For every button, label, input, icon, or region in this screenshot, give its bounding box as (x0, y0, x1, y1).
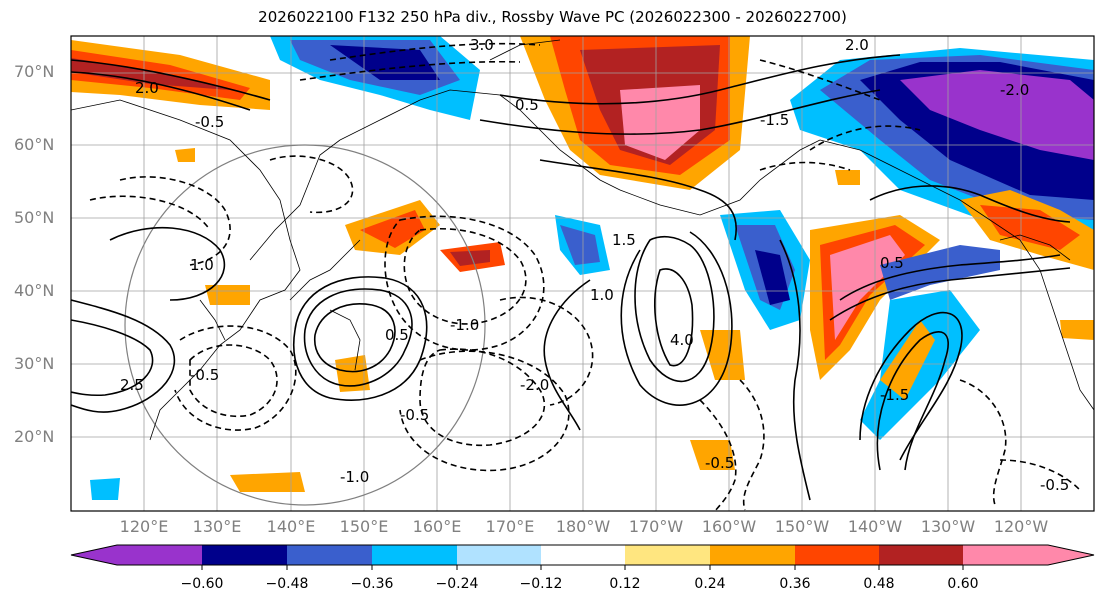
colorbar (70, 544, 1095, 570)
colorbar-cell (71, 545, 117, 565)
shading (71, 36, 1094, 500)
wave-packet-circle (124, 144, 486, 506)
contour-label: 3.0 (470, 36, 494, 54)
lat-label: 50°N (14, 208, 55, 227)
lat-label: 30°N (14, 354, 55, 373)
contour-label: 1.0 (590, 286, 614, 304)
lon-label: 180°W (555, 517, 611, 536)
lat-label: 40°N (14, 281, 55, 300)
contour-label: 1.5 (612, 231, 636, 249)
colorbar-outline (70, 544, 1095, 566)
lon-label: 160°W (701, 517, 757, 536)
lon-label: 120°E (119, 517, 169, 536)
contour-label: 1.0 (190, 256, 214, 274)
contour-label: -0.5 (1040, 476, 1069, 494)
lon-label: 140°W (847, 517, 903, 536)
contour-label: -2.0 (520, 376, 549, 394)
colorbar-tick-label: −0.12 (519, 576, 563, 592)
contour-label: -1.5 (880, 386, 909, 404)
lon-label: 170°E (485, 517, 535, 536)
colorbar-cell (117, 545, 202, 565)
contour-label: -0.5 (400, 406, 429, 424)
colorbar-tick-label: 0.60 (947, 576, 979, 592)
colorbar-cell (710, 545, 795, 565)
lon-label: 160°E (412, 517, 462, 536)
colorbar-cell (963, 545, 1048, 565)
lat-label: 20°N (14, 427, 55, 446)
contour-label: 0.5 (515, 96, 539, 114)
contour-label: 4.0 (670, 331, 694, 349)
contour-label: -1.5 (760, 111, 789, 129)
map-title: 2026022100 F132 250 hPa div., Rossby Wav… (258, 8, 847, 26)
lon-label: 150°E (339, 517, 389, 536)
colorbar-tick-label: 0.12 (609, 576, 641, 592)
colorbar-tick-label: −0.24 (435, 576, 479, 592)
contour-label: -0.5 (705, 454, 734, 472)
contour-label: 0.5 (385, 326, 409, 344)
colorbar-cell (457, 545, 541, 565)
colorbar-cell (879, 545, 963, 565)
contour-label: 0.5 (880, 254, 904, 272)
contour-label: -0.5 (190, 366, 219, 384)
lat-label: 60°N (14, 135, 55, 154)
colorbar-cell (541, 545, 625, 565)
lon-label: 150°W (774, 517, 830, 536)
positive-contours (71, 54, 1071, 501)
colorbar-tick-label: −0.60 (180, 576, 224, 592)
lon-label: 130°E (192, 517, 242, 536)
lon-label: 170°W (628, 517, 684, 536)
contour-label: 2.0 (845, 36, 869, 54)
colorbar-cell (202, 545, 287, 565)
colorbar-cell (625, 545, 710, 565)
contour-label: 2.0 (135, 79, 159, 97)
colorbar-cell (372, 545, 457, 565)
colorbar-tick-label: 0.36 (779, 576, 811, 592)
colorbar-tick-label: −0.48 (265, 576, 309, 592)
contour-label: 2.5 (120, 376, 144, 394)
contour-label: -1.0 (340, 468, 369, 486)
colorbar-tick-label: 0.24 (694, 576, 726, 592)
lon-label: 130°W (920, 517, 976, 536)
map-frame (70, 35, 1095, 512)
graticule (71, 36, 1094, 511)
map-content: 3.0 2.0 -0.5 0.5 -1.5 1.5 -1.0 1.0 -2.0 … (71, 36, 1094, 511)
colorbar-tick-label: −0.36 (350, 576, 394, 592)
contour-label: -1.0 (450, 316, 479, 334)
colorbar-cell (1048, 545, 1094, 565)
colorbar-cell (287, 545, 372, 565)
contour-labels: 3.0 2.0 -0.5 0.5 -1.5 1.5 -1.0 1.0 -2.0 … (120, 36, 1069, 494)
negative-contours (89, 42, 1081, 511)
lat-label: 70°N (14, 62, 55, 81)
contour-label: -2.0 (1000, 81, 1029, 99)
lon-label: 120°W (993, 517, 1049, 536)
colorbar-cell (795, 545, 879, 565)
colorbar-tick-label: 0.48 (863, 576, 895, 592)
lon-label: 140°E (266, 517, 316, 536)
contour-label: -0.5 (195, 113, 224, 131)
